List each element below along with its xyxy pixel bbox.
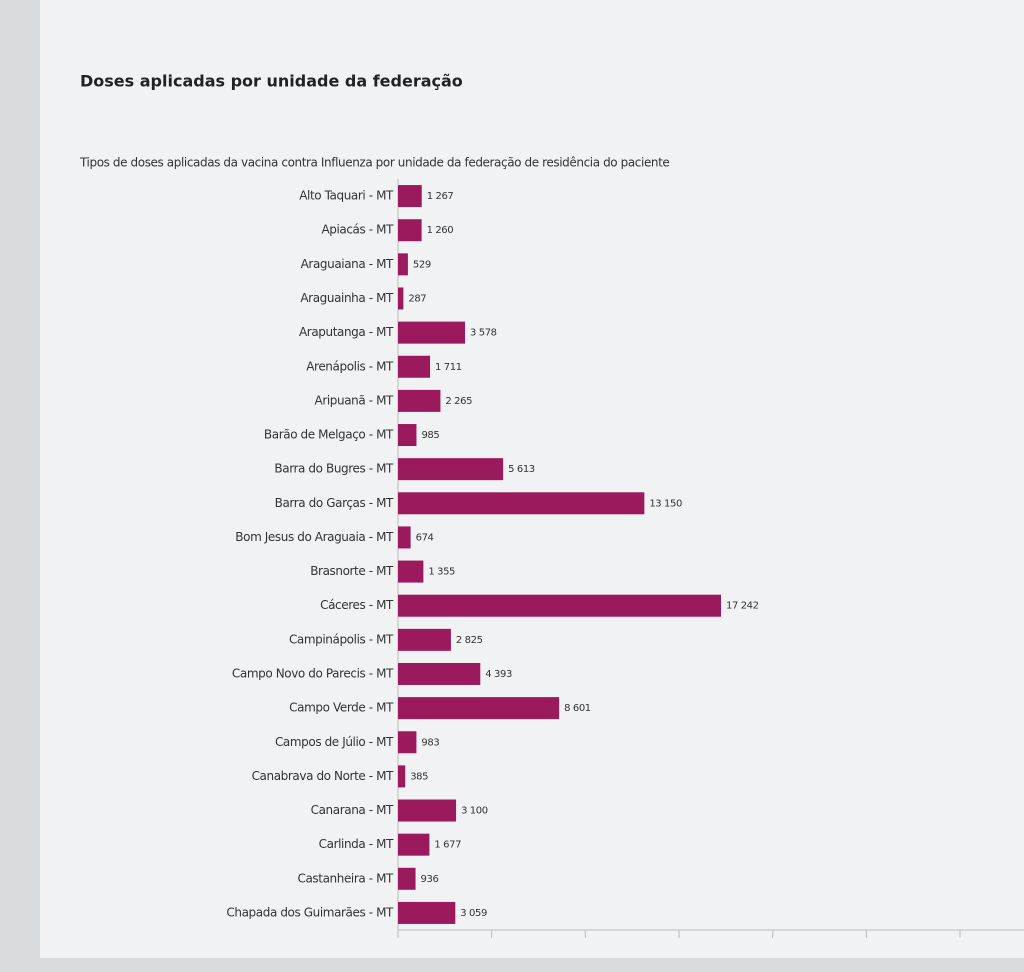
- data-label: 1 711: [435, 362, 462, 373]
- bar: [398, 526, 411, 549]
- y-tick-label: Arenápolis - MT: [306, 359, 394, 373]
- bar: [398, 321, 466, 344]
- bar: [398, 389, 441, 412]
- y-tick-label: Brasnorte - MT: [310, 564, 394, 578]
- bar: [398, 731, 417, 754]
- data-label: 3 059: [460, 908, 487, 919]
- bar: [398, 560, 424, 583]
- y-tick-label: Campo Novo do Parecis - MT: [232, 666, 394, 680]
- y-tick-label: Chapada dos Guimarães - MT: [226, 905, 394, 919]
- data-label: 3 100: [461, 806, 488, 817]
- data-label: 936: [421, 874, 439, 885]
- bar: [398, 628, 451, 651]
- bar: [398, 662, 481, 685]
- data-label: 1 260: [427, 225, 454, 236]
- bar: [398, 901, 456, 924]
- y-tick-label: Araguaiana - MT: [301, 257, 394, 271]
- data-label: 8 601: [564, 703, 591, 714]
- bar: [398, 765, 406, 788]
- bar: [398, 492, 645, 515]
- data-label: 1 677: [434, 840, 461, 851]
- bar: [398, 594, 722, 617]
- y-tick-label: Carlinda - MT: [319, 837, 394, 851]
- bar: [398, 185, 422, 208]
- bar: [398, 697, 560, 720]
- y-tick-label: Campo Verde - MT: [289, 701, 394, 715]
- y-tick-label: Barra do Garças - MT: [275, 496, 394, 510]
- chart-title: Doses aplicadas por unidade da federação: [80, 72, 463, 91]
- y-tick-label: Canarana - MT: [311, 803, 394, 817]
- bar: [398, 458, 504, 481]
- data-label: 1 267: [427, 191, 454, 202]
- data-label: 385: [410, 771, 428, 782]
- data-label: 13 150: [649, 498, 682, 509]
- y-tick-label: Castanheira - MT: [297, 871, 394, 885]
- data-label: 674: [416, 532, 434, 543]
- y-tick-label: Canabrava do Norte - MT: [252, 769, 394, 783]
- bar: [398, 355, 431, 378]
- bar: [398, 867, 416, 890]
- bar: [398, 253, 408, 276]
- panel: [40, 0, 1024, 958]
- y-tick-label: Araputanga - MT: [299, 325, 394, 339]
- data-label: 17 242: [726, 601, 759, 612]
- data-label: 983: [421, 737, 439, 748]
- data-label: 4 393: [485, 669, 512, 680]
- y-tick-label: Barra do Bugres - MT: [274, 462, 394, 476]
- bar: [398, 219, 422, 242]
- bar: [398, 833, 430, 856]
- data-label: 2 825: [456, 635, 483, 646]
- y-tick-label: Araguainha - MT: [300, 291, 394, 305]
- y-tick-label: Bom Jesus do Araguaia - MT: [235, 530, 394, 544]
- data-label: 287: [408, 293, 426, 304]
- data-label: 3 578: [470, 328, 497, 339]
- y-tick-label: Campinápolis - MT: [289, 632, 394, 646]
- bar: [398, 799, 457, 822]
- data-label: 5 613: [508, 464, 535, 475]
- y-tick-label: Barão de Melgaço - MT: [264, 428, 394, 442]
- y-tick-label: Campos de Júlio - MT: [275, 735, 394, 749]
- y-tick-label: Alto Taquari - MT: [299, 189, 394, 203]
- data-label: 529: [413, 259, 431, 270]
- data-label: 1 355: [428, 567, 455, 578]
- data-label: 985: [421, 430, 439, 441]
- y-tick-label: Aripuanã - MT: [315, 393, 395, 407]
- chart-subtitle: Tipos de doses aplicadas da vacina contr…: [79, 156, 669, 170]
- y-tick-label: Cáceres - MT: [320, 598, 394, 612]
- data-label: 2 265: [445, 396, 472, 407]
- y-tick-label: Apiacás - MT: [321, 223, 394, 237]
- bar: [398, 424, 417, 447]
- bar: [398, 287, 404, 310]
